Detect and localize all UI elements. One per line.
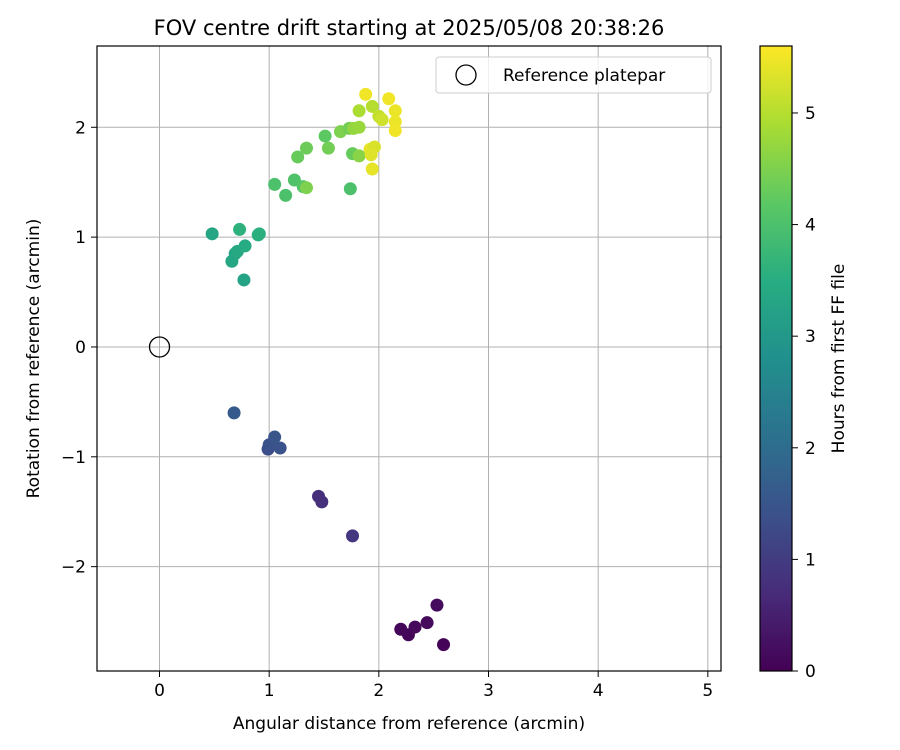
y-tick-label: −2: [61, 558, 86, 578]
data-point: [268, 430, 282, 444]
x-tick-label: 1: [264, 681, 275, 701]
legend-label: Reference platepar: [503, 66, 665, 86]
data-point: [352, 120, 366, 134]
data-point: [437, 638, 451, 652]
colorbar-tick-label: 2: [805, 439, 816, 459]
data-point: [237, 273, 251, 287]
data-point: [420, 616, 434, 630]
data-point: [233, 222, 247, 236]
y-tick-label: −1: [61, 448, 86, 468]
data-point: [238, 239, 252, 253]
data-point: [388, 104, 402, 118]
data-point: [227, 406, 241, 420]
y-axis-ticks: −2 −1 0 1 2: [61, 118, 97, 578]
colorbar-label: Hours from first FF file: [829, 264, 849, 454]
data-point: [318, 129, 332, 143]
x-tick-label: 3: [483, 681, 494, 701]
data-point: [352, 104, 366, 118]
data-point: [312, 489, 326, 503]
y-tick-label: 2: [75, 118, 86, 138]
colorbar-tick-label: 5: [805, 104, 816, 124]
y-axis-label: Rotation from reference (arcmin): [24, 219, 44, 499]
data-point: [252, 227, 266, 241]
data-point: [382, 92, 396, 106]
data-point: [352, 149, 366, 163]
data-point: [299, 181, 313, 195]
colorbar-tick-label: 1: [805, 550, 816, 570]
data-point: [408, 620, 422, 634]
legend: Reference platepar: [435, 56, 712, 94]
data-point: [268, 177, 282, 191]
colorbar: 0 1 2 3 4 5 Hours from first FF file: [759, 45, 849, 682]
data-point: [343, 182, 357, 196]
x-axis-label: Angular distance from reference (arcmin): [233, 714, 585, 734]
data-point: [279, 188, 293, 202]
x-tick-label: 4: [593, 681, 604, 701]
y-tick-label: 1: [75, 228, 86, 248]
colorbar-tick-label: 0: [805, 662, 816, 682]
plot-frame: [96, 45, 722, 672]
data-point: [394, 622, 408, 636]
colorbar-tick-label: 4: [805, 216, 816, 236]
legend-box: [435, 56, 712, 94]
data-point: [205, 227, 219, 241]
data-point: [375, 113, 389, 127]
reference-marker: [148, 336, 171, 358]
colorbar-tick-label: 3: [805, 327, 816, 347]
x-tick-label: 0: [154, 681, 165, 701]
grid-lines: [97, 46, 721, 671]
data-point: [321, 141, 335, 155]
data-point: [346, 529, 360, 543]
y-tick-label: 0: [75, 338, 86, 358]
data-point: [273, 441, 287, 455]
data-point: [388, 124, 402, 138]
data-point: [364, 148, 378, 162]
data-point: [359, 87, 373, 101]
data-point: [365, 99, 379, 113]
colorbar-ticks: 0 1 2 3 4 5: [792, 104, 816, 682]
data-points: [205, 87, 451, 652]
data-point: [430, 598, 444, 612]
x-tick-label: 2: [373, 681, 384, 701]
data-point: [299, 141, 313, 155]
colorbar-gradient: [759, 45, 793, 672]
chart-title: FOV centre drift starting at 2025/05/08 …: [154, 16, 665, 40]
reference-marker-group: [148, 336, 171, 358]
x-tick-label: 5: [702, 681, 713, 701]
legend-marker-icon: [455, 64, 477, 86]
data-point: [291, 150, 305, 164]
data-point: [365, 162, 379, 176]
x-axis-ticks: 0 1 2 3 4 5: [154, 671, 713, 701]
